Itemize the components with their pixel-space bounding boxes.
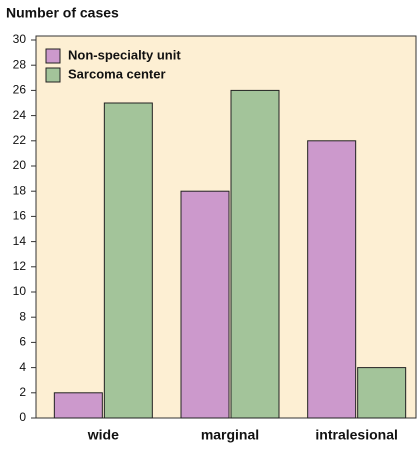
y-tick-label: 18 [13, 183, 27, 197]
y-tick-label: 6 [19, 335, 26, 349]
x-tick-label: marginal [201, 427, 259, 443]
y-tick-label: 12 [13, 259, 27, 273]
y-tick-label: 26 [13, 83, 27, 97]
bar [307, 140, 357, 419]
bar [357, 367, 407, 419]
bar [180, 190, 230, 419]
y-tick-label: 24 [13, 108, 27, 122]
y-tick-label: 28 [13, 57, 27, 71]
x-tick-label: intralesional [315, 427, 397, 443]
y-tick-label: 20 [13, 158, 27, 172]
legend-swatch [45, 48, 61, 64]
y-tick-label: 16 [13, 209, 27, 223]
x-tick-label: wide [87, 427, 119, 443]
bar [230, 89, 280, 419]
y-tick-label: 0 [19, 410, 26, 424]
bar [53, 392, 103, 419]
legend-label: Sarcoma center [68, 66, 166, 81]
chart-title: Number of cases [6, 5, 119, 21]
y-tick-label: 10 [13, 284, 27, 298]
legend-swatch [45, 67, 61, 83]
y-tick-label: 22 [13, 133, 27, 147]
y-tick-label: 8 [19, 309, 26, 323]
y-tick-label: 2 [19, 385, 26, 399]
bar [103, 102, 153, 419]
legend-label: Non-specialty unit [68, 47, 181, 62]
y-tick-label: 14 [13, 234, 27, 248]
y-tick-label: 30 [13, 32, 27, 46]
y-tick-label: 4 [19, 360, 26, 374]
